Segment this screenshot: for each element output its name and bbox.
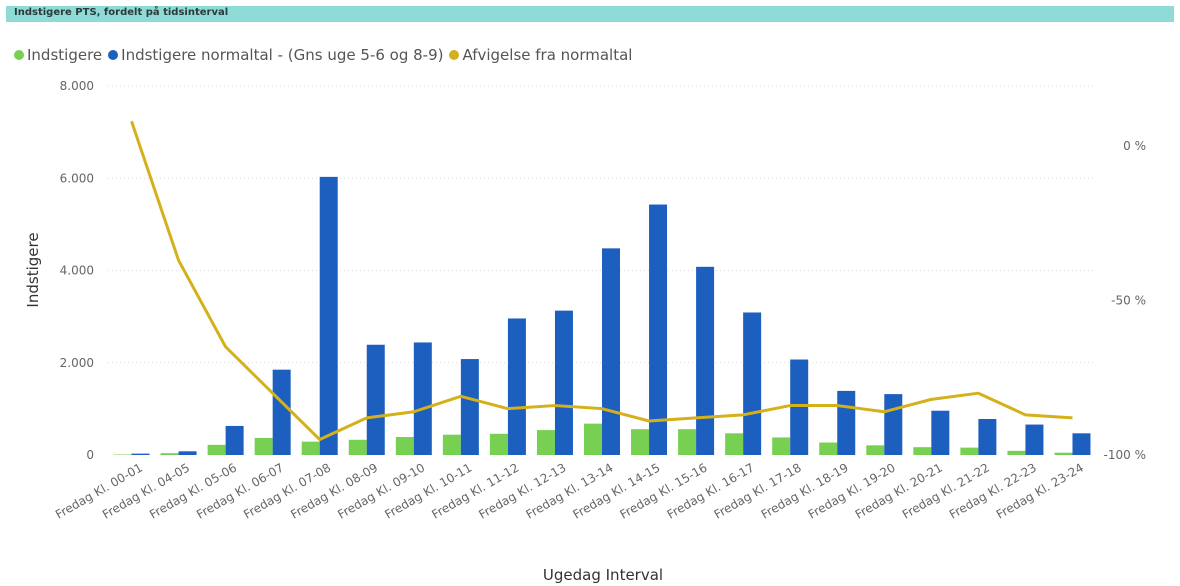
y-left-tick-label: 8.000 bbox=[60, 79, 94, 93]
y-right-tick-label: -100 % bbox=[1104, 448, 1146, 462]
legend-label-normaltal: Indstigere normaltal - (Gns uge 5-6 og 8… bbox=[121, 46, 444, 64]
y-left-tick-label: 6.000 bbox=[60, 171, 94, 185]
y-right-tick-label: 0 % bbox=[1123, 139, 1146, 153]
bar-normaltal bbox=[413, 342, 432, 455]
bar-indstigere bbox=[1007, 450, 1026, 455]
legend-dot-normaltal bbox=[108, 50, 119, 60]
bar-indstigere bbox=[348, 439, 367, 455]
bar-normaltal bbox=[602, 248, 620, 455]
bar-indstigere bbox=[866, 445, 885, 455]
bar-indstigere bbox=[301, 441, 320, 455]
bar-normaltal bbox=[1072, 433, 1091, 455]
bar-normaltal bbox=[178, 451, 197, 455]
bar-indstigere bbox=[160, 453, 179, 455]
bar-indstigere bbox=[1054, 452, 1073, 455]
y-left-tick-label: 2.000 bbox=[60, 356, 94, 370]
bar-normaltal bbox=[319, 176, 338, 455]
bar-normaltal bbox=[225, 425, 244, 455]
chart-title-bar: Indstigere PTS, fordelt på tidsinterval bbox=[6, 6, 1174, 22]
bar-normaltal bbox=[743, 312, 762, 455]
bar-normaltal bbox=[460, 359, 479, 455]
gridlines bbox=[108, 85, 1096, 364]
y-axis-right-ticks: 0 % -50 % -100 % bbox=[1104, 139, 1146, 462]
bar-indstigere bbox=[725, 433, 744, 455]
x-axis-title: Ugedag Interval bbox=[543, 566, 663, 584]
bar-indstigere bbox=[442, 434, 461, 455]
bar-indstigere bbox=[631, 429, 650, 455]
bar-normaltal bbox=[837, 390, 856, 455]
y-left-tick-label: 4.000 bbox=[60, 264, 94, 278]
bar-normaltal bbox=[790, 359, 809, 455]
legend-label-afvigelse: Afvigelse fra normaltal bbox=[462, 46, 633, 64]
bar-indstigere bbox=[678, 429, 697, 455]
bar-indstigere bbox=[584, 423, 602, 455]
bar-indstigere bbox=[819, 442, 838, 455]
deviation-line bbox=[130, 120, 1073, 442]
bar-normaltal bbox=[507, 318, 526, 455]
bar-normaltal bbox=[554, 310, 573, 455]
bar-indstigere bbox=[536, 430, 555, 455]
legend-label-indstigere: Indstigere bbox=[27, 46, 103, 64]
y-left-tick-label: 0 bbox=[86, 448, 94, 462]
legend-dot-indstigere bbox=[14, 50, 24, 60]
chart-title: Indstigere PTS, fordelt på tidsinterval bbox=[14, 7, 229, 18]
y-right-tick-label: -50 % bbox=[1111, 294, 1146, 308]
bar-indstigere bbox=[960, 447, 979, 455]
bar-indstigere bbox=[395, 437, 414, 455]
legend: Indstigere Indstigere normaltal - (Gns u… bbox=[14, 46, 638, 64]
y-axis-left-title: Indstigere bbox=[24, 232, 42, 307]
legend-item-indstigere[interactable]: Indstigere bbox=[14, 46, 102, 64]
bar-normaltal bbox=[884, 394, 903, 455]
legend-dot-afvigelse bbox=[449, 50, 460, 60]
line-afvigelse bbox=[130, 120, 1073, 442]
bar-normaltal bbox=[366, 344, 385, 455]
y-axis-left-ticks: 0 2.000 4.000 6.000 8.000 bbox=[60, 79, 94, 462]
bar-indstigere bbox=[207, 444, 226, 455]
bar-indstigere bbox=[254, 437, 273, 455]
legend-item-afvigelse[interactable]: Afvigelse fra normaltal bbox=[449, 46, 632, 64]
legend-item-normaltal[interactable]: Indstigere normaltal - (Gns uge 5-6 og 8… bbox=[108, 46, 443, 64]
bars bbox=[113, 176, 1091, 455]
bar-normaltal bbox=[1025, 424, 1044, 455]
bar-normaltal bbox=[978, 419, 997, 455]
bar-normaltal bbox=[649, 204, 668, 455]
bar-indstigere bbox=[772, 437, 791, 455]
bar-indstigere bbox=[489, 433, 508, 455]
bar-normaltal bbox=[272, 369, 291, 455]
bar-normaltal bbox=[696, 266, 715, 455]
bar-normaltal bbox=[131, 453, 150, 455]
bar-normaltal bbox=[931, 410, 950, 455]
bar-indstigere bbox=[913, 447, 932, 455]
x-tick-label: Fredag Kl. 23-24 bbox=[994, 460, 1086, 521]
